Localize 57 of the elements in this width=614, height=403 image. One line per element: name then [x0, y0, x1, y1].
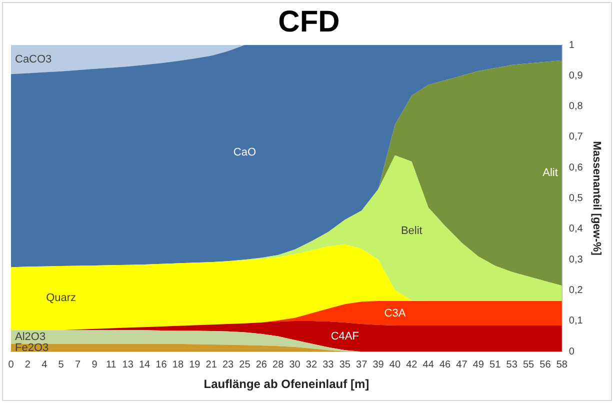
x-tick-label: 51 — [490, 359, 502, 370]
x-tick-label: 11 — [106, 359, 117, 370]
x-tick-label: 32 — [306, 359, 318, 370]
y-tick-label: 1 — [568, 40, 575, 51]
x-tick-label: 5 — [58, 359, 64, 370]
x-tick-label: 42 — [406, 359, 418, 370]
chart-title: CFD — [278, 5, 340, 38]
series-label: C3A — [384, 307, 406, 320]
y-tick-label: 0,6 — [568, 162, 584, 174]
series-label: Fe2O3 — [14, 342, 49, 354]
x-tick-label: 25 — [239, 359, 251, 370]
x-tick-label: 55 — [522, 359, 535, 370]
x-tick-label: 7 — [74, 359, 81, 370]
y-tick-label: 0,4 — [568, 224, 584, 235]
y-tick-label: 0,5 — [568, 193, 584, 204]
series-label: Alit — [542, 167, 558, 180]
x-tick-label: 37 — [356, 359, 368, 370]
x-tick-label: 14 — [138, 359, 151, 370]
x-tick-label: 19 — [189, 359, 201, 370]
y-tick-label: 0,8 — [568, 101, 584, 112]
x-tick-label: 21 — [206, 359, 218, 370]
x-tick-label: 23 — [222, 359, 234, 370]
x-tick-label: 33 — [322, 359, 334, 370]
series-label: C4AF — [330, 330, 360, 342]
x-tick-label: 28 — [272, 359, 284, 370]
series-label: CaCO3 — [14, 54, 52, 66]
x-tick-label: 56 — [540, 359, 552, 370]
x-tick-label: 39 — [372, 359, 384, 370]
x-tick-label: 44 — [422, 359, 434, 370]
x-tick-label: 9 — [92, 359, 98, 370]
x-tick-label: 53 — [506, 359, 518, 370]
x-axis-title: Lauflänge ab Ofeneinlauf [m] — [204, 377, 370, 392]
x-tick-label: 58 — [556, 359, 568, 370]
x-tick-label: 16 — [156, 359, 168, 370]
x-tick-label: 26 — [256, 359, 268, 370]
x-tick-label: 18 — [172, 359, 184, 370]
x-tick-label: 49 — [472, 359, 484, 370]
y-tick-label: 0 — [568, 346, 575, 358]
y-tick-label: 0,3 — [568, 254, 584, 266]
x-tick-label: 0 — [8, 359, 14, 370]
x-tick-label: 47 — [456, 359, 468, 370]
x-tick-label: 13 — [122, 359, 134, 370]
x-tick-label: 35 — [339, 359, 351, 370]
x-tick-label: 2 — [24, 359, 31, 370]
series-label: Belit — [400, 224, 422, 237]
x-tick-label: 30 — [289, 359, 301, 370]
series-label: CaO — [233, 146, 256, 158]
y-tick-label: 0,1 — [568, 316, 584, 327]
x-tick-label: 4 — [42, 359, 48, 370]
y-tick-label: 0,2 — [568, 285, 584, 296]
x-tick-label: 46 — [439, 359, 452, 370]
x-tick-label: 40 — [389, 359, 401, 370]
y-axis-title: Massenanteil [gew-%] — [590, 141, 602, 256]
y-tick-label: 0,7 — [568, 132, 584, 143]
series-label: Al2O3 — [14, 331, 46, 344]
y-tick-label: 0,9 — [568, 70, 584, 82]
series-label: Quarz — [46, 292, 76, 304]
